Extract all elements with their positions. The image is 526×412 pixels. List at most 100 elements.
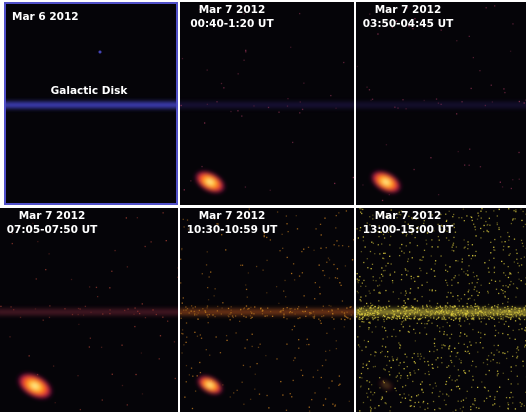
speckle [282,309,284,311]
speckle [387,316,389,319]
speckle [441,344,443,346]
speckle [37,240,39,243]
speckle [299,317,301,319]
speckle [446,296,448,298]
speckle [457,295,459,297]
speckle [373,289,375,291]
speckle [368,314,371,316]
speckle [183,344,185,346]
speckle [371,307,373,310]
speckle [367,313,369,315]
speckle [141,303,143,305]
speckle [251,345,253,348]
speckle [432,387,434,389]
speckle [308,410,311,412]
speckle [505,320,507,323]
speckle [409,372,411,374]
speckle [358,307,361,309]
speckle [396,229,398,231]
speckle [350,314,352,316]
speckle [464,312,466,314]
speckle [485,397,488,399]
speckle [409,399,411,401]
speckle [101,399,103,401]
speckle [185,306,187,308]
speckle [390,366,392,369]
speckle [358,313,361,315]
speckle [476,281,478,284]
speckle [516,311,518,313]
speckle [494,403,496,405]
speckle [494,5,496,7]
speckle [478,291,480,294]
speckle [450,350,453,353]
speckle [207,322,209,324]
speckle [369,250,372,253]
speckle [36,373,39,376]
speckle [426,281,428,284]
speckle [445,279,447,282]
speckle [448,310,450,312]
speckle [357,336,359,338]
speckle [246,339,248,341]
speckle [458,358,461,360]
time-label: 03:50-04:45 UT [363,18,454,30]
speckle [182,333,184,335]
speckle [384,355,386,358]
speckle [441,318,443,320]
speckle [509,284,511,286]
image-panel [180,2,354,205]
speckle [473,299,476,301]
speckle [263,235,265,238]
speckle [401,274,403,276]
speckle [453,305,456,307]
speckle [389,255,391,257]
speckle [460,309,462,311]
speckle [188,312,190,314]
speckle [484,104,487,107]
speckle [488,369,490,372]
speckle [398,372,400,374]
speckle [372,312,374,315]
speckle [435,310,438,313]
speckle [471,312,473,314]
speckle [475,342,477,344]
speckle [522,210,524,213]
speckle [419,259,421,261]
speckle [455,309,457,311]
time-label: 13:00-15:00 UT [363,224,454,236]
speckle [474,229,477,231]
speckle [493,249,495,251]
speckle [512,23,514,25]
speckle [326,332,328,334]
speckle [301,108,304,111]
speckle [289,393,291,395]
speckle [457,385,459,388]
speckle [417,226,419,228]
speckle [261,310,263,312]
speckle [502,313,504,316]
speckle [269,189,271,191]
speckle [516,357,518,359]
speckle [388,360,391,362]
speckle [413,317,416,319]
speckle [248,208,250,210]
speckle [299,101,301,103]
speckle [405,319,407,322]
speckle [512,329,514,332]
speckle [492,404,494,406]
speckle [468,282,470,285]
speckle [487,292,489,294]
speckle [185,381,187,383]
speckle [467,311,469,314]
speckle [455,317,457,319]
speckle [520,310,523,312]
speckle [518,100,521,103]
speckle [458,323,460,326]
speckle [517,346,519,348]
speckle [523,315,525,317]
speckle [198,309,201,312]
speckle [497,373,499,375]
speckle [216,223,218,225]
speckle [438,313,440,315]
